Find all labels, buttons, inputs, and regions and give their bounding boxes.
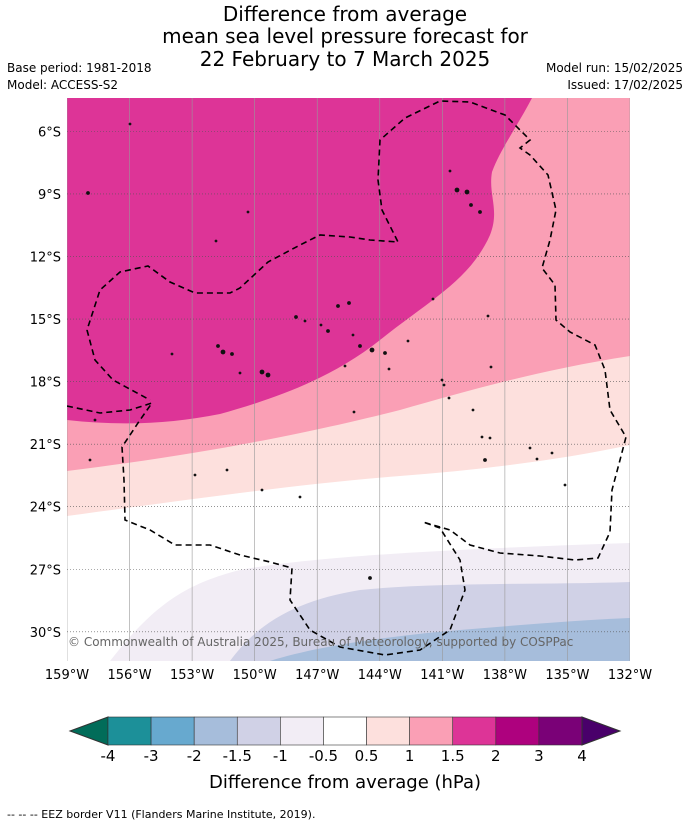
colorbar-label: 0.5 [355,747,379,765]
colorbar-label: 1 [405,747,415,765]
map-plot-area: © Commonwealth of Australia 2025, Bureau… [67,98,630,661]
colorbar-segment [236,716,281,746]
colorbar-over-arrow [581,716,622,746]
eez-legend-note: -- -- -- EEZ border V11 (Flanders Marine… [7,808,316,821]
colorbar-label: -4 [101,747,116,765]
lon-label: 144°W [358,668,402,683]
lon-label: 159°W [45,668,89,683]
lat-label: 12°S [30,250,61,265]
anomaly-band-plus-1-5 [67,98,532,424]
colorbar-segment [280,716,324,746]
colorbar-segment [193,716,238,746]
colorbar-label: 3 [534,747,544,765]
colorbar-label: 1.5 [441,747,465,765]
base-period: Base period: 1981-2018 [7,61,152,75]
colorbar-segment [495,716,540,746]
model-run: Model run: 15/02/2025 [545,61,683,75]
latitude-labels: 6°S 9°S 12°S 15°S 18°S 21°S 24°S 27°S 30°S [30,125,61,640]
lat-label: 18°S [30,376,61,391]
lon-label: 156°W [107,668,151,683]
colorbar-label: -1.5 [223,747,252,765]
title-line-2: mean sea level pressure forecast for [162,24,528,48]
lat-label: 21°S [30,438,61,453]
colorbar-segment [150,716,195,746]
lat-label: 27°S [30,563,61,578]
lon-label: 150°W [233,668,277,683]
colorbar-segment [366,716,410,746]
island-markers [86,122,567,580]
colorbar-segment [107,716,152,746]
lat-label: 9°S [38,188,61,203]
lon-label: 153°W [170,668,214,683]
colorbar-segment [409,716,454,746]
colorbar-segment [323,716,367,746]
map-copyright: © Commonwealth of Australia 2025, Bureau… [68,635,573,649]
lon-label: 147°W [295,668,339,683]
colorbar-under-arrow [68,716,109,746]
lon-label: 135°W [545,668,589,683]
colorbar-label: -1 [273,747,288,765]
colorbar-title: Difference from average (hPa) [209,772,481,793]
colorbar-label: 4 [577,747,587,765]
lat-label: 6°S [38,125,61,140]
issued-date: Issued: 17/02/2025 [567,78,683,92]
colorbar-segment [538,716,583,746]
model-name: Model: ACCESS-S2 [7,78,119,92]
longitude-labels: 159°W 156°W 153°W 150°W 147°W 144°W 141°W 138°W… [45,668,652,683]
colorbar-label: -2 [187,747,202,765]
lon-label: 132°W [608,668,652,683]
colorbar-segment [452,716,497,746]
lat-label: 15°S [30,313,61,328]
colorbar-label: 2 [491,747,501,765]
colorbar-label: -3 [144,747,159,765]
title-line-1: Difference from average [222,2,468,26]
colorbar-label: -0.5 [309,747,338,765]
lon-label: 141°W [420,668,464,683]
colorbar: -4 -3 -2 -1.5 -1 -0.5 0.5 1 1.5 2 3 4 Difference fr… [68,716,622,793]
lat-label: 24°S [30,501,61,516]
title-line-3: 22 February to 7 March 2025 [199,47,491,71]
lon-label: 138°W [483,668,527,683]
lat-label: 30°S [30,626,61,641]
